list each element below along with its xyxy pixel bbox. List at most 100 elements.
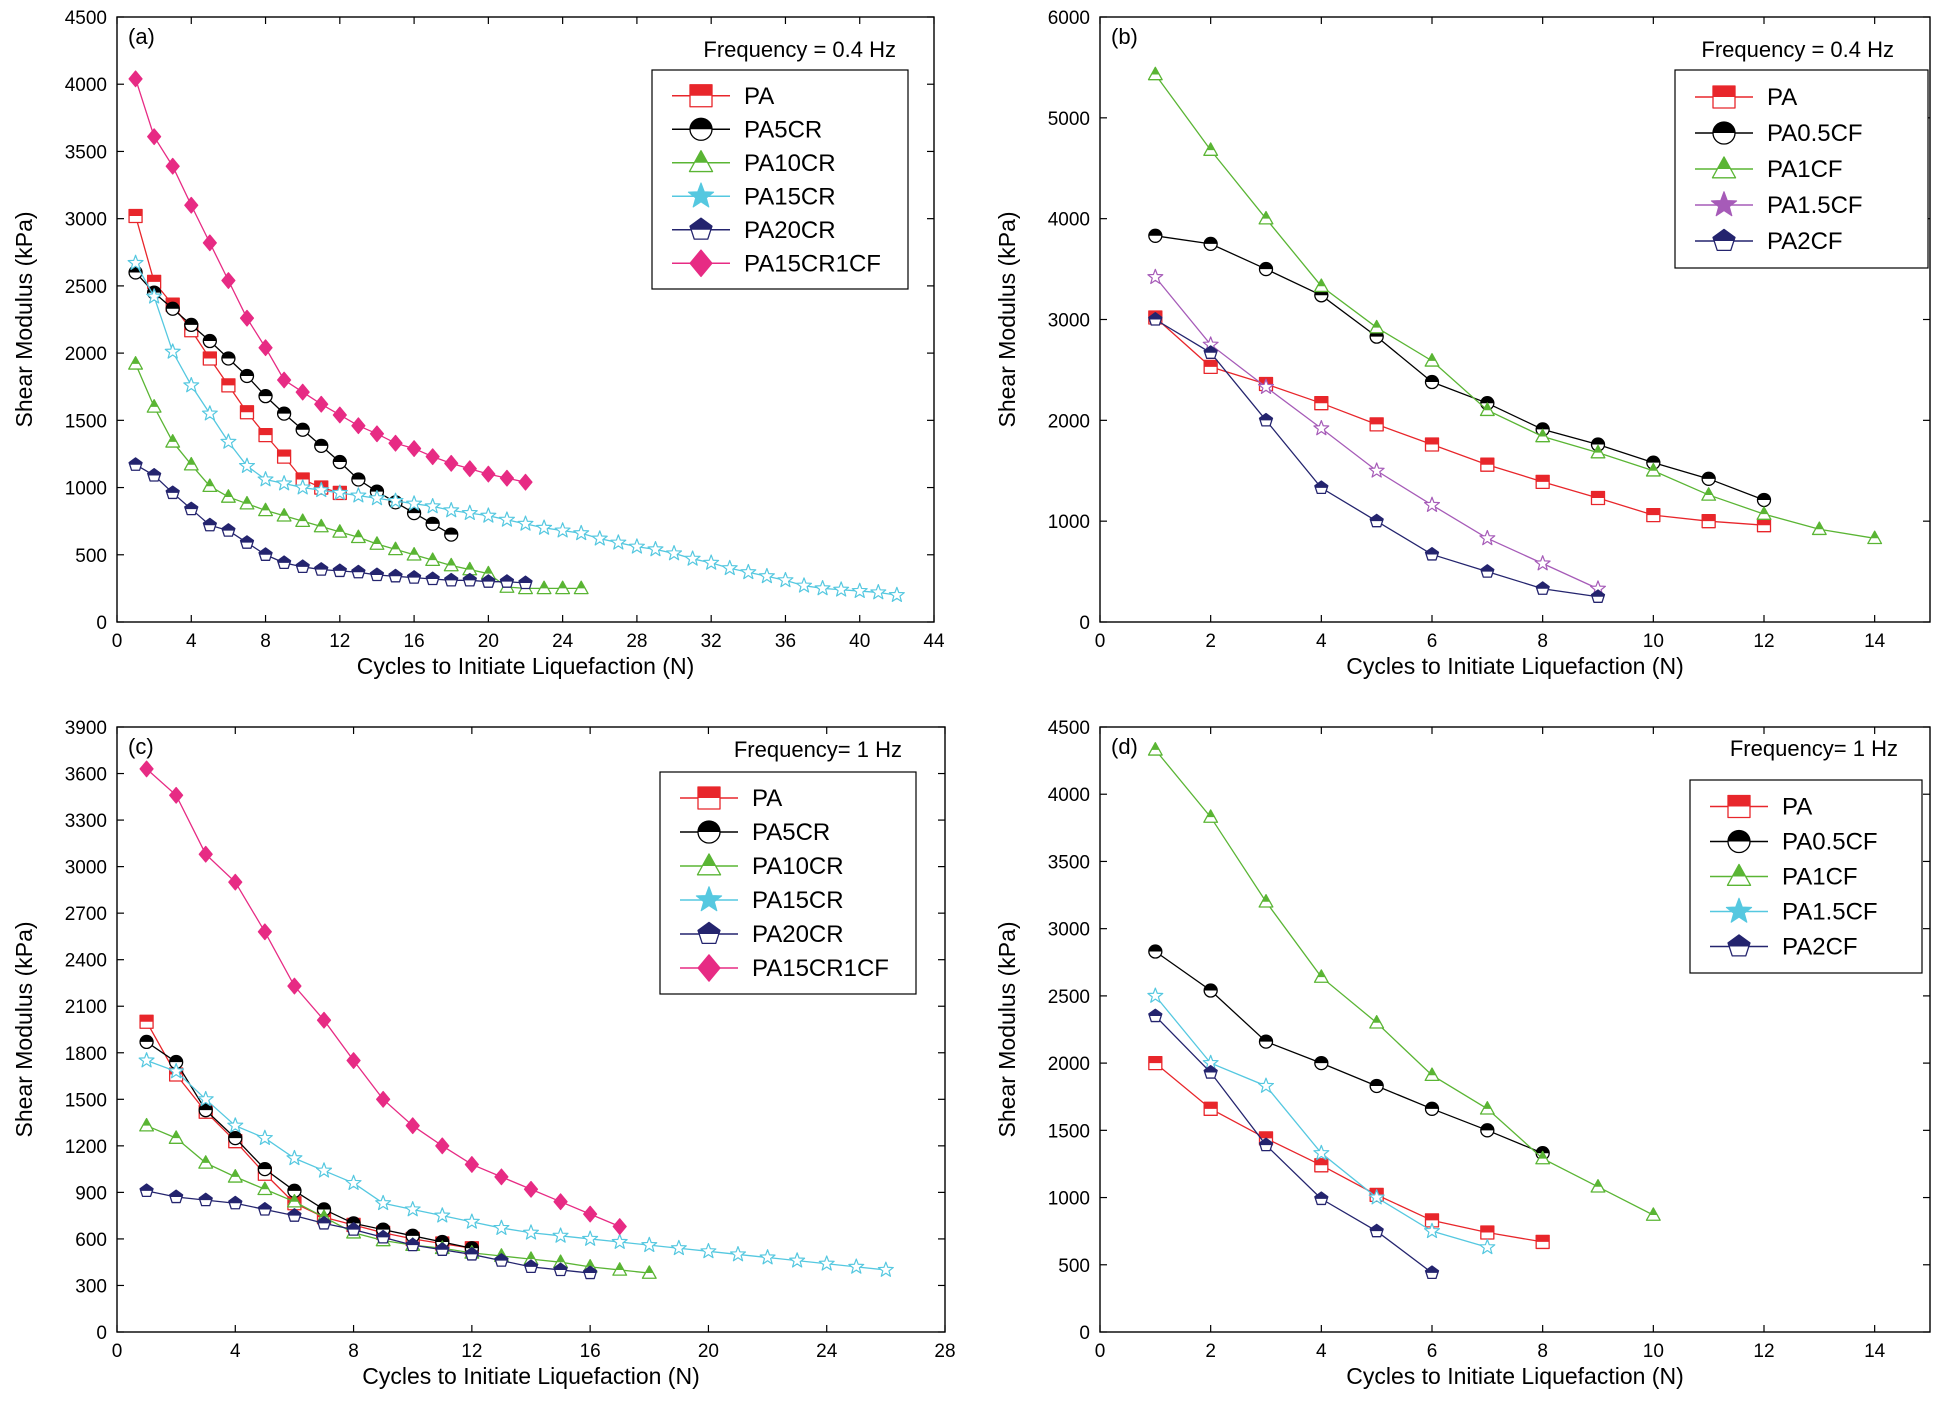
x-tick-label: 0: [1095, 1341, 1106, 1362]
data-point: [368, 489, 385, 506]
legend-item: PA10CR: [672, 150, 836, 177]
y-tick-label: 3500: [65, 142, 107, 163]
data-point: [1424, 1213, 1440, 1228]
data-point: [294, 479, 311, 495]
y-tick-label: 3000: [1048, 920, 1090, 941]
data-point: [351, 472, 366, 487]
legend-marker: [688, 150, 714, 173]
data-point: [434, 1207, 451, 1223]
y-tick-label: 2000: [1048, 411, 1090, 432]
legend-label: PA: [744, 83, 774, 110]
legend-marker: [687, 182, 715, 208]
frequency-annotation: Frequency= 1 Hz: [734, 737, 902, 762]
data-point: [346, 1222, 361, 1236]
data-point: [522, 1224, 540, 1240]
data-point: [1369, 1014, 1385, 1029]
data-point: [184, 317, 199, 333]
series-PA0.5CF: [1148, 944, 1550, 1161]
panel-label: (c): [128, 734, 154, 759]
y-tick-label: 2500: [65, 277, 107, 298]
series-PA15CR: [127, 254, 905, 603]
data-point: [1701, 471, 1716, 486]
legend-label: PA1.5CF: [1782, 899, 1878, 926]
legend-item: PA20CR: [672, 217, 836, 244]
legend-marker: [1712, 228, 1736, 251]
data-point: [168, 1054, 184, 1070]
series-line: [1154, 74, 1875, 539]
data-point: [759, 1249, 776, 1265]
data-point: [462, 572, 477, 587]
data-point: [369, 567, 385, 582]
data-point: [818, 1255, 835, 1271]
data-point: [461, 504, 478, 521]
data-point: [139, 760, 154, 778]
data-point: [1535, 1150, 1551, 1165]
x-tick-label: 20: [698, 1341, 719, 1362]
data-point: [295, 559, 310, 574]
data-point: [1424, 374, 1440, 390]
series-line: [1154, 1015, 1433, 1274]
series-PA15CR1CF: [139, 760, 627, 1235]
data-point: [481, 574, 496, 588]
data-point: [375, 1194, 392, 1211]
legend-label: PA0.5CF: [1767, 120, 1863, 147]
legend-label: PA: [1767, 84, 1797, 111]
data-point: [147, 128, 162, 146]
data-point: [1756, 518, 1772, 533]
data-point: [277, 371, 292, 389]
data-point: [239, 309, 255, 327]
data-point: [444, 572, 459, 587]
x-tick-label: 8: [1537, 631, 1548, 652]
data-point: [276, 406, 292, 421]
data-point: [554, 522, 571, 538]
data-point: [376, 1229, 391, 1244]
data-point: [1645, 1207, 1661, 1221]
data-point: [700, 1242, 717, 1259]
legend-label: PA20CR: [752, 921, 844, 948]
data-point: [877, 1261, 894, 1277]
data-point: [257, 1181, 273, 1196]
data-point: [128, 457, 143, 471]
legend-item: PA2CF: [1710, 934, 1858, 961]
x-tick-label: 36: [775, 631, 796, 652]
data-point: [239, 495, 255, 510]
data-point: [165, 434, 181, 448]
y-tick-label: 1500: [65, 1090, 107, 1111]
y-tick-label: 6000: [1048, 8, 1090, 29]
data-point: [138, 1052, 155, 1068]
data-point: [1147, 66, 1163, 81]
data-point: [314, 438, 329, 454]
data-point: [405, 1117, 420, 1135]
legend-label: PA15CR: [752, 887, 844, 914]
data-point: [1203, 236, 1218, 252]
data-point: [552, 1227, 569, 1243]
data-point: [331, 484, 348, 500]
legend-item: PA0.5CF: [1710, 829, 1878, 856]
data-point: [257, 1201, 272, 1216]
data-point: [1369, 1223, 1384, 1238]
data-point: [164, 343, 181, 359]
data-point: [462, 460, 477, 478]
data-point: [833, 581, 850, 597]
y-tick-label: 2400: [65, 951, 107, 972]
x-tick-label: 12: [329, 631, 350, 652]
data-point: [1314, 480, 1329, 495]
data-point: [276, 449, 292, 464]
data-point: [276, 555, 292, 570]
legend-marker: [1712, 85, 1736, 109]
data-point: [221, 351, 236, 366]
y-tick-label: 1000: [65, 479, 107, 500]
data-point: [169, 786, 184, 804]
series-line: [1154, 995, 1488, 1248]
data-point: [257, 923, 272, 941]
data-point: [1645, 462, 1661, 477]
data-point: [139, 1014, 154, 1029]
data-point: [316, 1215, 332, 1230]
series-line: [146, 1125, 650, 1274]
data-point: [376, 1090, 391, 1108]
data-point: [258, 427, 273, 443]
data-point: [435, 1137, 450, 1155]
x-tick-label: 0: [112, 1341, 123, 1362]
data-point: [258, 547, 273, 561]
